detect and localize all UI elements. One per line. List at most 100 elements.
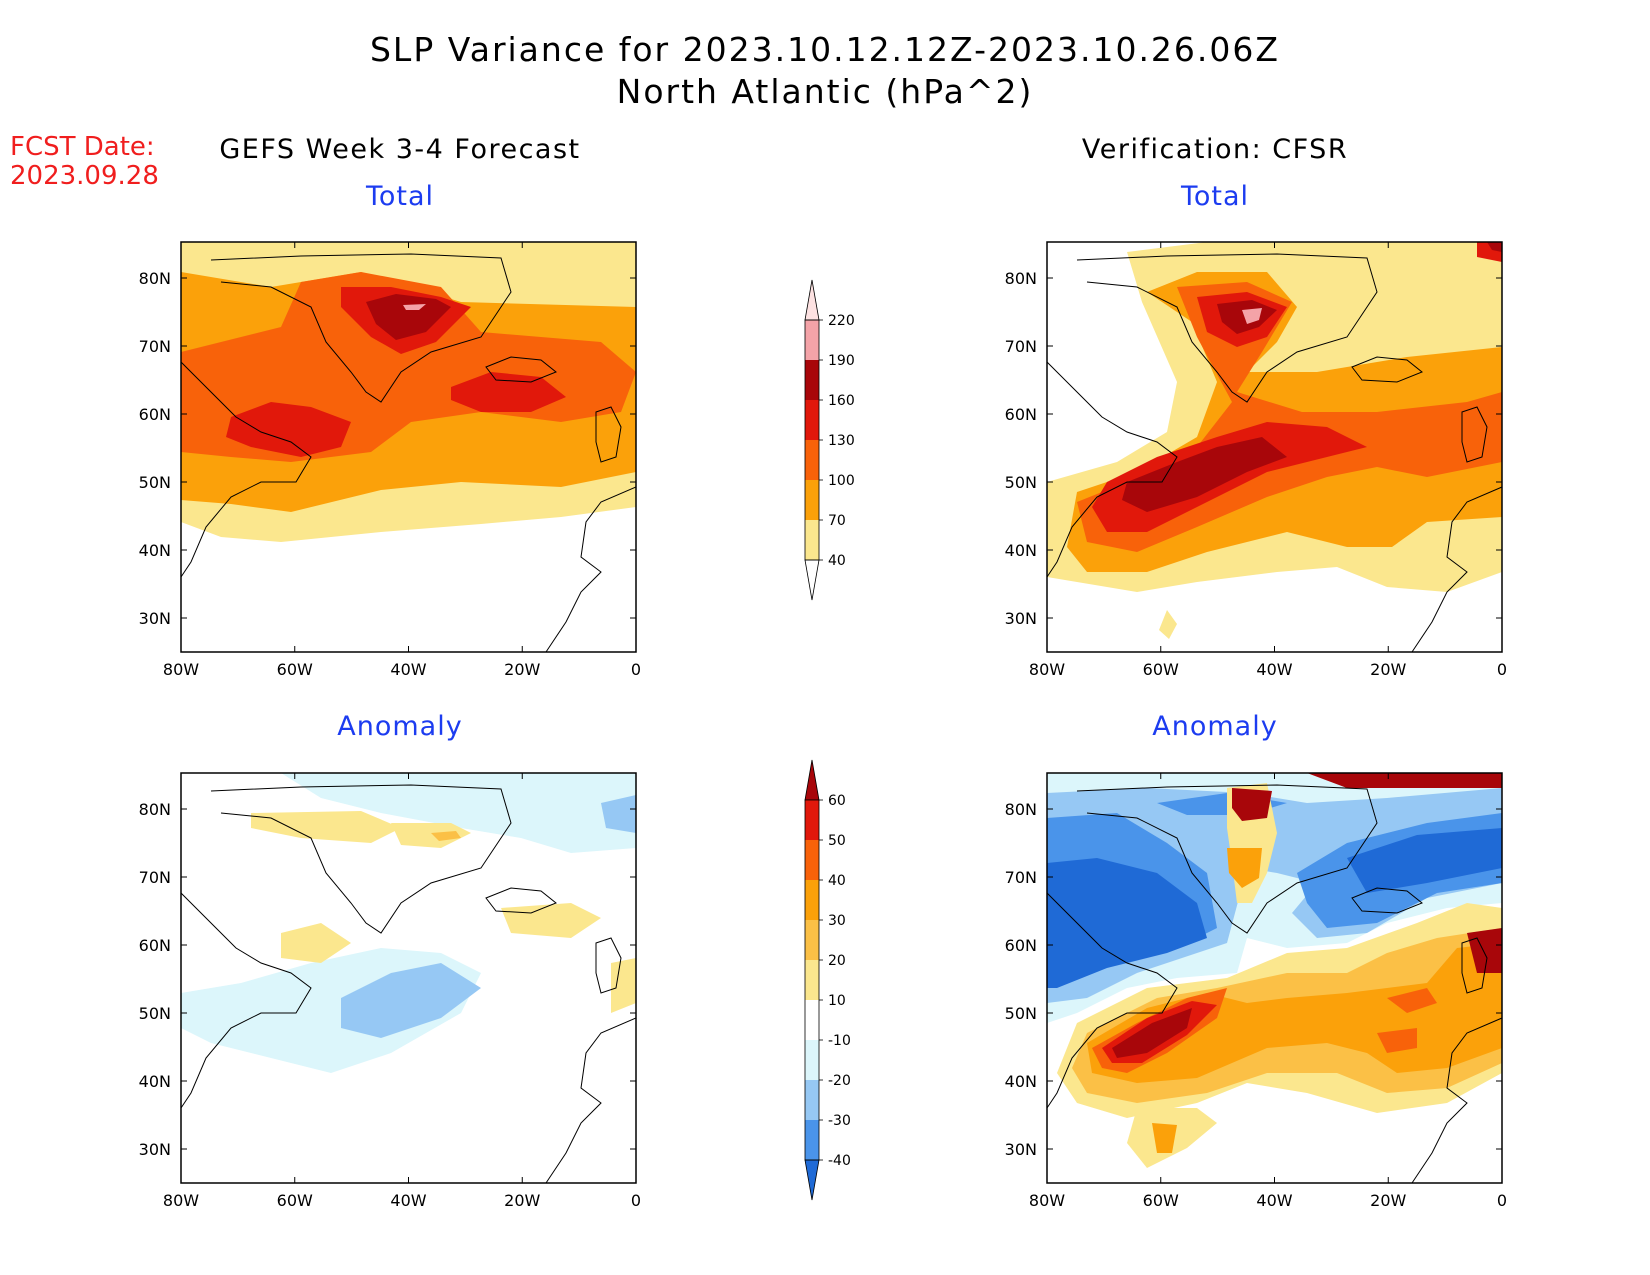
coastline [1046,253,1503,653]
colorbar-band [805,400,819,440]
colorbar-label: 20 [828,953,846,969]
contour-190-220 [1242,308,1262,324]
colorbar-bottom-triangle [804,1159,820,1201]
lat-label: 60N [1005,405,1037,424]
contour-160-190 [1122,437,1287,512]
coastline-segment [1461,937,1488,994]
lon-label: 40W [390,1191,426,1210]
lat-label: 40N [1005,1072,1037,1091]
lat-label: 30N [139,1140,171,1159]
contour-10-20-b [391,823,471,848]
lat-label: 50N [139,473,171,492]
lon-label: 20W [504,660,540,679]
fcst-date-value: 2023.09.28 [10,161,159,191]
contour-60-plus-b [1232,788,1272,821]
forecast-column-title: GEFS Week 3-4 Forecast [219,134,581,165]
colorbar-label: 40 [828,553,846,569]
forecast-anomaly-map [181,773,636,1183]
contour-130-160-b [451,372,566,412]
contour-10-20-c [281,923,351,963]
contour-60-plus-c [1307,773,1502,788]
forecast-anomaly-title: Anomaly [337,711,463,742]
colorbar-band [805,520,819,560]
coastline [180,784,637,1184]
colorbar-band [805,1080,819,1120]
lon-label: 40W [390,660,426,679]
coastline-segment [1411,1017,1503,1184]
contour-10-20 [251,811,401,843]
contour-30-40-b [1227,848,1262,888]
coastline-segment [1046,361,1178,578]
map-frame [1046,772,1503,1184]
colorbar-band [805,920,819,960]
lon-label: 60W [1143,1191,1179,1210]
fcst-date-label: FCST Date: [10,132,155,162]
verification-column-title: Verification: CFSR [1081,134,1349,165]
lon-label: 0 [631,660,641,679]
colorbar-outline [804,799,820,1161]
colorbar-band [805,1120,819,1160]
contour-160-190-c [1487,242,1502,252]
colorbar-label: 220 [828,313,855,329]
lat-label: 40N [1005,541,1037,560]
colorbar-bottom-triangle [804,559,820,601]
lat-label: 50N [1005,1004,1037,1023]
colorbar-label: 30 [828,913,846,929]
colorbar-label: 10 [828,993,846,1009]
lon-label: 20W [1370,660,1406,679]
coastline-segment [180,892,312,1109]
lon-label: 0 [1497,660,1507,679]
map-frame [180,772,637,1184]
colorbar-label: 60 [828,793,846,809]
colorbar-label: -20 [828,1073,851,1089]
contour-minus20-minus30 [341,963,481,1038]
verification-total-map [1047,242,1502,652]
contour-40-50-b [1387,988,1437,1013]
lat-label: 70N [139,868,171,887]
contour-minus20-minus30-b [601,795,636,833]
lat-label: 30N [1005,609,1037,628]
lat-label: 60N [139,936,171,955]
contour-20-30 [431,831,461,841]
contour-60-plus [1112,1008,1192,1058]
lat-label: 60N [1005,936,1037,955]
lon-label: 0 [1497,1191,1507,1210]
chart-title: SLP Variance for 2023.10.12.12Z-2023.10.… [369,30,1281,69]
lon-label: 20W [1370,1191,1406,1210]
forecast-total-title: Total [365,181,435,212]
colorbar-top-triangle [804,279,820,321]
coastline-segment [1076,253,1378,403]
lon-label: 80W [1029,660,1065,679]
lon-label: 80W [163,660,199,679]
coastline-segment [210,253,512,403]
contour-10-20-d [501,903,601,938]
coastline-segment [1411,486,1503,653]
colorbar-top-triangle [804,759,820,801]
colorbar-label: -30 [828,1113,851,1129]
lon-label: 40W [1256,1191,1292,1210]
colorbar-label: 190 [828,353,855,369]
lat-label: 70N [1005,868,1037,887]
coastline-segment [1046,892,1178,1109]
lon-label: 40W [1256,660,1292,679]
contour-40-70-b [1159,610,1177,639]
lat-label: 70N [139,337,171,356]
colorbar-band [805,1040,819,1080]
verification-anomaly-title: Anomaly [1152,711,1278,742]
map-frame [1046,241,1503,653]
coastline-segment [180,361,312,578]
lat-label: 80N [139,269,171,288]
colorbar-band [805,320,819,360]
colorbar-band [805,360,819,400]
colorbar-label: -10 [828,1033,851,1049]
lat-label: 30N [1005,1140,1037,1159]
lon-label: 60W [277,1191,313,1210]
coastline [180,253,637,653]
contour-130-160 [226,402,351,457]
coastline-segment [210,784,512,934]
coastline-segment [595,406,622,463]
coastline [1046,784,1503,1184]
colorbar-label: 70 [828,513,846,529]
colorbar-label: 50 [828,833,846,849]
